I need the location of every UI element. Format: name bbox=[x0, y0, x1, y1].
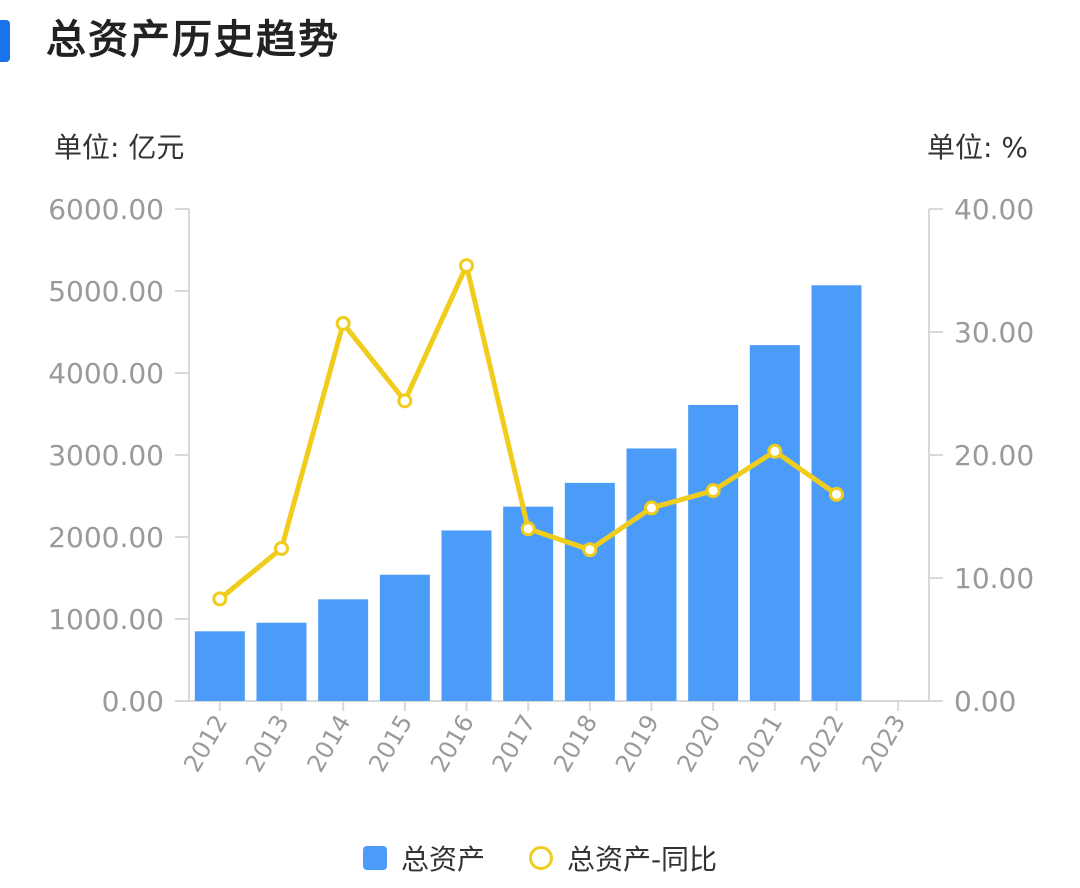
bar-total-assets bbox=[749, 345, 800, 701]
y-left-tick-label: 1000.00 bbox=[48, 603, 164, 636]
bar-total-assets bbox=[503, 506, 554, 701]
bar-total-assets bbox=[256, 622, 307, 701]
point-yoy-growth bbox=[397, 393, 413, 409]
left-axis-unit: 单位: 亿元 bbox=[54, 131, 185, 164]
bar-total-assets bbox=[626, 448, 677, 701]
legend-line-label: 总资产-同比 bbox=[566, 843, 718, 876]
point-yoy-growth bbox=[459, 258, 474, 274]
bar-total-assets bbox=[441, 530, 492, 701]
x-tick-label: 2021 bbox=[733, 710, 788, 777]
x-tick-label: 2013 bbox=[240, 710, 295, 777]
x-tick-label: 2022 bbox=[795, 710, 850, 777]
y-right-tick-label: 30.00 bbox=[954, 316, 1034, 349]
x-tick-label: 2014 bbox=[302, 710, 357, 777]
x-tick-label: 2017 bbox=[487, 710, 542, 777]
legend-item-line[interactable]: 总资产-同比 bbox=[528, 838, 718, 878]
right-axis-unit: 单位: % bbox=[927, 131, 1028, 164]
legend-bar-swatch bbox=[362, 846, 387, 870]
y-left-tick-label: 6000.00 bbox=[48, 193, 164, 226]
y-left-tick-label: 0.00 bbox=[102, 685, 164, 718]
x-tick-label: 2019 bbox=[610, 710, 665, 777]
bar-total-assets bbox=[194, 631, 245, 701]
y-left-tick-label: 2000.00 bbox=[48, 521, 164, 554]
y-right-tick-label: 40.00 bbox=[954, 193, 1034, 226]
legend: 总资产 总资产-同比 bbox=[0, 838, 1080, 878]
point-yoy-growth bbox=[582, 542, 598, 558]
x-tick-label: 2020 bbox=[672, 710, 727, 777]
asset-trend-chart: 0.00 1000.00 2000.00 3000.00 4000.00 5000.00 6… bbox=[48, 193, 1034, 777]
y-right-tick-label: 10.00 bbox=[954, 562, 1034, 595]
y-left-tick-label: 4000.00 bbox=[48, 357, 164, 390]
point-yoy-growth bbox=[829, 486, 844, 502]
page-title: 总资产历史趋势 bbox=[46, 17, 340, 63]
point-yoy-growth bbox=[644, 500, 659, 516]
bar-total-assets bbox=[379, 574, 430, 701]
point-yoy-growth bbox=[520, 521, 536, 537]
legend-line-swatch bbox=[528, 846, 553, 870]
x-tick-label: 2018 bbox=[548, 710, 603, 777]
legend-bar-label: 总资产 bbox=[400, 843, 485, 876]
y-left-tick-label: 3000.00 bbox=[48, 439, 164, 472]
x-tick-label: 2016 bbox=[425, 710, 480, 777]
x-tick-label: 2015 bbox=[363, 710, 418, 777]
point-yoy-growth bbox=[767, 443, 783, 459]
legend-item-bar[interactable]: 总资产 bbox=[362, 838, 485, 878]
x-tick-label: 2012 bbox=[178, 710, 233, 777]
title-accent-bar bbox=[0, 20, 10, 62]
bar-total-assets bbox=[564, 482, 615, 701]
y-left-tick-label: 5000.00 bbox=[48, 275, 164, 308]
x-tick-label: 2023 bbox=[857, 710, 912, 777]
point-yoy-growth bbox=[212, 591, 228, 607]
y-right-tick-label: 20.00 bbox=[954, 439, 1034, 472]
bar-total-assets bbox=[688, 404, 739, 701]
point-yoy-growth bbox=[274, 540, 289, 556]
bar-total-assets bbox=[318, 599, 369, 701]
point-yoy-growth bbox=[335, 315, 351, 331]
point-yoy-growth bbox=[705, 483, 721, 499]
y-right-tick-label: 0.00 bbox=[954, 685, 1016, 718]
